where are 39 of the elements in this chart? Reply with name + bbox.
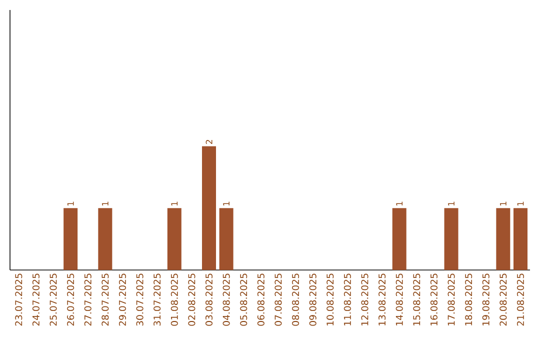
x-tick-label: 25.07.2025: [50, 274, 57, 326]
x-tick-label: 20.08.2025: [500, 274, 507, 326]
x-tick-label: 19.08.2025: [482, 274, 490, 326]
x-tick-label: 05.08.2025: [240, 274, 248, 326]
x-tick-label: 10.08.2025: [326, 274, 334, 326]
data-label: 1: [171, 202, 178, 206]
data-label: 2: [206, 140, 212, 144]
x-tick-label: 15.08.2025: [413, 274, 420, 326]
x-tick-label: 17.08.2025: [448, 274, 455, 326]
x-tick-label: 29.07.2025: [118, 274, 126, 326]
x-tick-label: 03.08.2025: [205, 274, 213, 326]
x-tick-label: 07.08.2025: [274, 274, 282, 326]
x-tick-label: 24.07.2025: [32, 274, 40, 326]
data-label: 1: [223, 202, 230, 206]
x-tick-label: 26.07.2025: [67, 274, 74, 326]
x-tick-label: 02.08.2025: [188, 274, 196, 326]
data-label: 1: [500, 202, 506, 206]
x-tick-label: 04.08.2025: [222, 274, 230, 326]
x-tick-label: 30.07.2025: [136, 274, 144, 326]
data-label: 1: [517, 202, 524, 206]
x-tick-label: 14.08.2025: [396, 274, 403, 326]
x-tick-label: 12.08.2025: [361, 274, 368, 326]
data-label: 1: [396, 202, 403, 206]
x-tick-label: 09.08.2025: [309, 274, 316, 326]
x-tick-label: 27.07.2025: [84, 274, 92, 326]
x-tick-label: 21.08.2025: [516, 274, 524, 326]
x-tick-label: 11.08.2025: [344, 274, 351, 326]
x-tick-label: 06.08.2025: [257, 274, 264, 326]
x-tick-label: 28.07.2025: [102, 274, 109, 326]
x-tick-label: 01.08.2025: [170, 274, 178, 326]
x-tick-label: 08.08.2025: [292, 274, 300, 326]
x-tick-label: 16.08.2025: [430, 274, 438, 326]
x-tick-label: 23.07.2025: [15, 274, 22, 326]
x-tick-label: 13.08.2025: [378, 274, 386, 326]
data-label: 1: [448, 202, 454, 206]
x-tick-label: 18.08.2025: [465, 274, 472, 326]
data-label: 1: [102, 202, 108, 206]
data-label: 1: [67, 202, 74, 206]
x-tick-label: 31.07.2025: [154, 274, 161, 326]
